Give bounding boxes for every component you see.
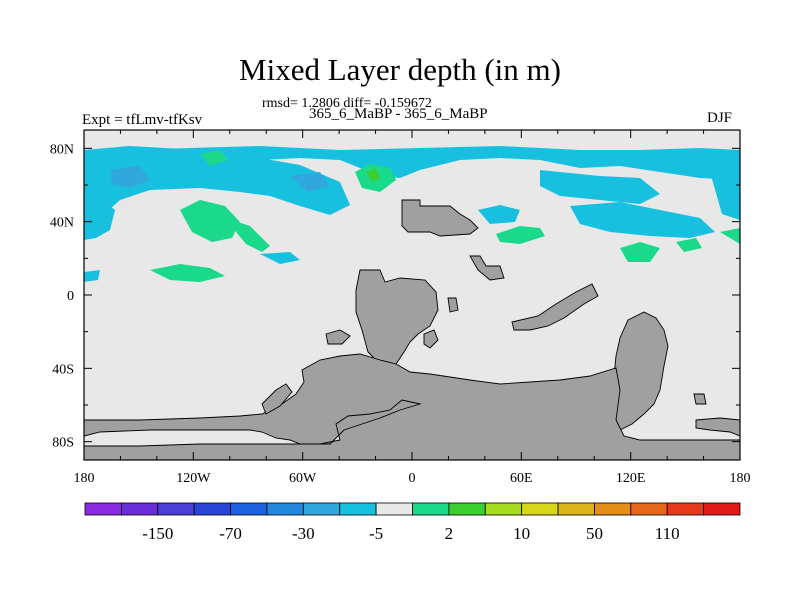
season-label: DJF	[707, 110, 733, 126]
field-region	[150, 264, 225, 282]
field-region	[720, 228, 740, 244]
chart-title: Mixed Layer depth (in m)	[239, 52, 561, 87]
field-region	[200, 150, 228, 166]
colorbar: -150 -70 -30 -5 2 10 50 110	[84, 502, 741, 543]
colorbar-swatch	[594, 502, 632, 516]
land-mass	[423, 329, 439, 349]
field-region	[84, 146, 350, 230]
land-mass	[511, 283, 599, 331]
x-tick-label: 120E	[616, 471, 646, 486]
land-mass	[401, 199, 479, 237]
colorbar-label: -70	[219, 524, 242, 543]
field-region	[84, 198, 115, 240]
land-mass	[695, 417, 740, 437]
colorbar-swatch	[266, 502, 304, 516]
y-tick-label: 0	[67, 289, 74, 304]
field-region	[180, 200, 240, 242]
field-region	[496, 226, 545, 244]
x-tick-label: 120W	[176, 471, 211, 486]
colorbar-swatch	[703, 502, 741, 516]
colorbar-swatch	[630, 502, 668, 516]
colorbar-swatch	[157, 502, 195, 516]
colorbar-label: -30	[292, 524, 315, 543]
field-region	[478, 205, 520, 224]
field-region	[620, 242, 660, 262]
land-mass	[447, 297, 459, 313]
colorbar-label: -5	[369, 524, 383, 543]
colorbar-swatch	[302, 502, 341, 516]
field-region	[232, 220, 270, 252]
colorbar-label: 2	[445, 524, 454, 543]
colorbar-label: -150	[142, 524, 173, 543]
field-region	[366, 168, 380, 182]
colorbar-swatch	[521, 502, 559, 516]
colorbar-label: 110	[655, 524, 680, 543]
field-region	[130, 146, 740, 180]
colorbar-swatch	[193, 502, 231, 516]
field-region	[290, 172, 330, 192]
colorbar-swatch	[120, 502, 159, 516]
land-mass	[325, 329, 351, 345]
x-axis: 180 120W 60W 0 60E 120E 180	[74, 130, 751, 486]
field-region	[676, 238, 702, 252]
field-region	[540, 170, 660, 204]
colorbar-swatch	[484, 502, 523, 516]
land-mass	[84, 353, 740, 460]
experiment-label: Expt = tfLmv-tfKsv	[82, 112, 203, 128]
stats-label: rmsd= 1.2806 diff= -0.159672	[262, 96, 432, 111]
colorbar-swatch	[448, 502, 486, 516]
y-tick-label: 80S	[52, 436, 74, 451]
colorbar-swatch	[557, 502, 595, 516]
field-region	[84, 270, 100, 282]
colorbar-swatch	[412, 502, 450, 516]
land-mass	[469, 255, 505, 281]
y-tick-label: 40S	[52, 362, 74, 377]
colorbar-swatch	[666, 502, 705, 516]
colorbar-swatch	[375, 502, 413, 516]
y-tick-label: 40N	[50, 216, 74, 231]
y-tick-label: 80N	[50, 142, 74, 157]
field-region	[570, 202, 715, 238]
field-region	[110, 166, 150, 188]
x-tick-label: 60E	[510, 471, 533, 486]
colorbar-label: 10	[513, 524, 530, 543]
field-region	[260, 252, 300, 264]
colorbar-swatch	[84, 502, 122, 516]
chart-subtitle: 365_6_MaBP - 365_6_MaBP	[309, 106, 488, 122]
colorbar-swatch	[339, 502, 377, 516]
colorbar-label: 50	[586, 524, 603, 543]
x-tick-label: 180	[74, 471, 95, 486]
y-axis: 80N 40N 0 40S 80S	[50, 142, 740, 451]
land-mass	[261, 383, 293, 415]
colorbar-swatch	[230, 502, 268, 516]
x-tick-label: 60W	[289, 471, 317, 486]
land-mass	[355, 269, 439, 365]
x-tick-label: 0	[409, 471, 416, 486]
field-region	[710, 168, 740, 220]
land-mass	[693, 393, 707, 405]
plot-area	[84, 130, 740, 460]
x-tick-label: 180	[730, 471, 751, 486]
